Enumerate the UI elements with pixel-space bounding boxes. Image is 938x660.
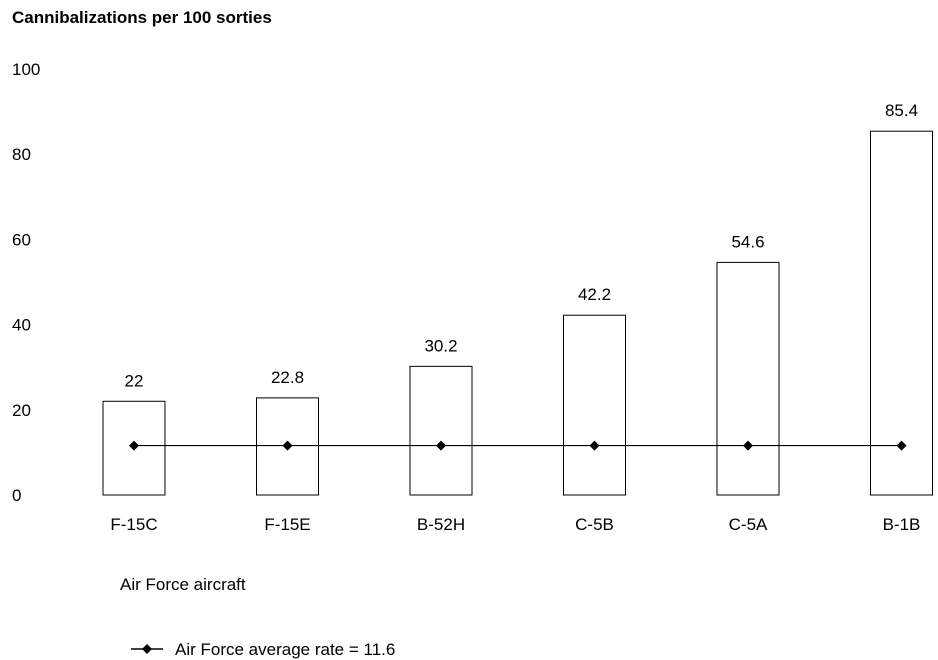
legend-diamond-marker xyxy=(142,644,152,654)
x-axis-ticks: F-15C F-15E B-52H C-5B C-5A B-1B xyxy=(110,515,920,534)
average-rate-marker xyxy=(743,440,753,451)
x-tick-label: B-52H xyxy=(417,515,465,534)
average-rate-marker xyxy=(896,440,907,451)
y-tick-label: 20 xyxy=(12,401,31,420)
bar-value-label: 22.8 xyxy=(271,368,304,387)
average-rate-marker xyxy=(129,440,139,451)
chart-title: Cannibalizations per 100 sorties xyxy=(12,8,272,27)
legend-label: Air Force average rate = 11.6 xyxy=(175,640,395,659)
bar xyxy=(409,365,473,496)
average-rate-marker xyxy=(436,440,446,451)
y-axis-ticks: 0 20 40 60 80 100 xyxy=(12,60,40,505)
average-rate-marker xyxy=(589,440,600,451)
x-tick-label: F-15E xyxy=(264,515,310,534)
bar xyxy=(870,130,933,496)
y-tick-label: 80 xyxy=(12,145,31,164)
y-tick-label: 40 xyxy=(12,316,31,335)
y-tick-label: 60 xyxy=(12,230,31,249)
bar-value-label: 85.4 xyxy=(885,101,918,120)
x-tick-label: F-15C xyxy=(110,515,157,534)
bar-value-labels: 22 22.8 30.2 42.2 54.6 85.4 xyxy=(125,101,919,390)
bar xyxy=(563,314,626,496)
x-tick-label: C-5B xyxy=(575,515,614,534)
bar-value-label: 22 xyxy=(125,371,144,390)
bar-value-label: 30.2 xyxy=(424,336,457,355)
y-tick-label: 100 xyxy=(12,60,40,79)
bars xyxy=(102,130,933,496)
average-rate-line xyxy=(129,440,907,451)
y-tick-label: 0 xyxy=(12,486,21,505)
average-rate-marker xyxy=(282,440,293,451)
x-tick-label: B-1B xyxy=(883,515,921,534)
bar-value-label: 54.6 xyxy=(731,232,764,251)
x-tick-label: C-5A xyxy=(729,515,768,534)
x-axis-label: Air Force aircraft xyxy=(120,575,246,594)
legend: Air Force average rate = 11.6 xyxy=(131,640,395,659)
bar-value-label: 42.2 xyxy=(578,285,611,304)
bar xyxy=(716,261,780,496)
